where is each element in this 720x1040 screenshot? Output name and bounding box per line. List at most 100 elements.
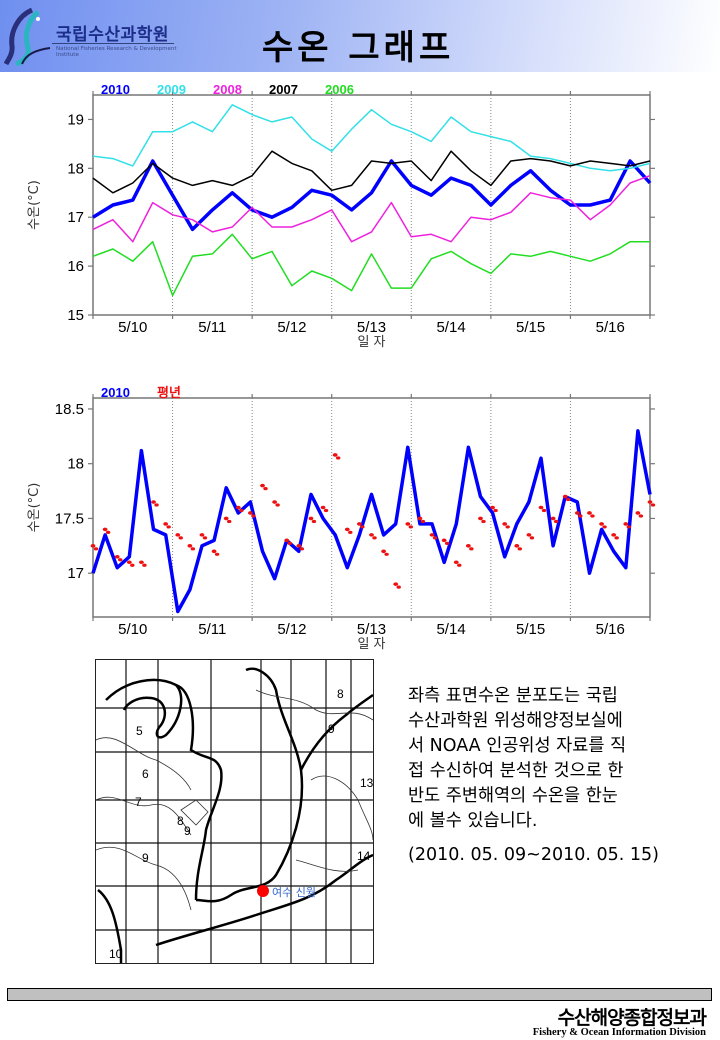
description-line: 수산과학원 위성해양정보실에 bbox=[408, 711, 623, 731]
x-tick-label: 5/16 bbox=[596, 621, 625, 638]
data-point bbox=[251, 514, 256, 518]
data-point bbox=[578, 514, 583, 518]
data-point bbox=[248, 511, 253, 515]
svg-text:9: 9 bbox=[328, 722, 335, 736]
series-2009 bbox=[92, 104, 651, 172]
data-point bbox=[590, 514, 595, 518]
data-point bbox=[263, 487, 268, 491]
data-point bbox=[478, 516, 483, 521]
data-point bbox=[429, 533, 435, 537]
data-point bbox=[372, 536, 377, 540]
data-point bbox=[369, 533, 374, 537]
data-point bbox=[202, 536, 208, 540]
division-name-en: Fishery & Ocean Information Division bbox=[532, 1027, 706, 1038]
data-point bbox=[381, 549, 387, 554]
svg-text:10: 10 bbox=[109, 947, 123, 961]
data-point bbox=[93, 547, 99, 551]
data-point bbox=[308, 516, 314, 521]
data-point bbox=[647, 500, 653, 504]
data-point bbox=[393, 582, 399, 586]
data-point bbox=[405, 522, 411, 526]
legend-entry: 2009 bbox=[157, 82, 186, 97]
data-point bbox=[444, 541, 450, 545]
legend-entry: 2007 bbox=[269, 82, 298, 97]
svg-text:13: 13 bbox=[360, 776, 373, 790]
svg-text:8: 8 bbox=[177, 814, 184, 828]
data-point bbox=[296, 544, 302, 548]
svg-text:7: 7 bbox=[135, 795, 142, 809]
data-point bbox=[635, 511, 641, 515]
data-point bbox=[538, 505, 544, 510]
data-point bbox=[587, 511, 592, 515]
data-point bbox=[493, 508, 498, 513]
series-2010 bbox=[91, 429, 652, 614]
marker-label: 여수 신월 bbox=[272, 886, 316, 899]
data-point bbox=[481, 519, 486, 524]
series-line bbox=[91, 429, 652, 614]
data-point bbox=[396, 585, 401, 589]
y-tick-label: 15 bbox=[67, 307, 84, 324]
data-point bbox=[517, 547, 523, 551]
chart-multi-year-svg: 5/10 5/11 5/12 5/13 5/14 5/15 5/16 15 16 17 18 19 일 … bbox=[27, 82, 655, 350]
data-point bbox=[114, 554, 120, 559]
legend-entry: 2008 bbox=[213, 82, 242, 97]
description-line: 반도 주변해역의 수온을 한눈 bbox=[408, 786, 618, 806]
data-point bbox=[102, 527, 108, 532]
data-point bbox=[287, 541, 292, 545]
x-tick-label: 5/14 bbox=[436, 621, 465, 638]
data-point bbox=[332, 453, 338, 457]
series-line bbox=[92, 159, 652, 232]
data-point bbox=[235, 505, 241, 510]
x-tick-label: 5/10 bbox=[118, 621, 147, 638]
x-tick-label: 5/10 bbox=[118, 319, 147, 336]
description-line: 좌측 표면수온 분포도는 국립 bbox=[408, 686, 618, 706]
data-point bbox=[90, 544, 96, 548]
legend-entry: 2010 bbox=[101, 82, 130, 97]
legend-entry: 2010 bbox=[101, 385, 130, 400]
data-point bbox=[142, 563, 147, 567]
data-point bbox=[130, 563, 135, 567]
x-tick-label: 5/11 bbox=[198, 621, 226, 638]
series-line bbox=[92, 150, 651, 194]
data-point bbox=[360, 525, 365, 529]
data-point bbox=[650, 503, 656, 507]
plot-frame bbox=[92, 94, 651, 316]
data-point bbox=[541, 508, 547, 513]
x-tick-label: 5/15 bbox=[516, 621, 545, 638]
x-tick-label: 5/15 bbox=[516, 319, 545, 336]
series-line bbox=[92, 104, 651, 172]
data-point bbox=[126, 560, 132, 565]
data-point bbox=[175, 533, 181, 537]
logo-divider bbox=[52, 43, 174, 44]
data-point bbox=[311, 519, 317, 524]
series-2008 bbox=[92, 174, 651, 243]
svg-text:8: 8 bbox=[337, 687, 344, 701]
data-point bbox=[239, 508, 244, 513]
data-point bbox=[562, 494, 568, 499]
data-point bbox=[602, 525, 607, 529]
legend-entry: 2006 bbox=[325, 82, 354, 97]
nfrdi-logo: 국립수산과학원 National Fisheries Research & De… bbox=[3, 6, 179, 67]
y-axis-title: 수온(°C) bbox=[27, 180, 42, 230]
isotherm-contours bbox=[96, 689, 373, 911]
data-point bbox=[166, 525, 171, 529]
data-point bbox=[526, 533, 532, 537]
data-point bbox=[214, 552, 220, 556]
data-point bbox=[599, 522, 604, 526]
y-tick-label: 19 bbox=[67, 111, 84, 128]
data-point bbox=[490, 505, 495, 510]
data-point bbox=[151, 500, 156, 504]
data-point bbox=[211, 549, 217, 554]
description-line: 에 볼수 있습니다. bbox=[408, 811, 538, 831]
series-2007 bbox=[92, 150, 651, 194]
series-평년 bbox=[90, 453, 656, 589]
date-range: (2010. 05. 09~2010. 05. 15) bbox=[408, 845, 659, 865]
data-point bbox=[614, 536, 619, 540]
x-axis-title: 일 자 bbox=[357, 335, 385, 350]
x-tick-label: 5/13 bbox=[357, 319, 386, 336]
x-tick-label: 5/14 bbox=[436, 319, 465, 336]
y-tick-label: 17.5 bbox=[55, 510, 84, 527]
svg-text:9: 9 bbox=[142, 851, 149, 865]
